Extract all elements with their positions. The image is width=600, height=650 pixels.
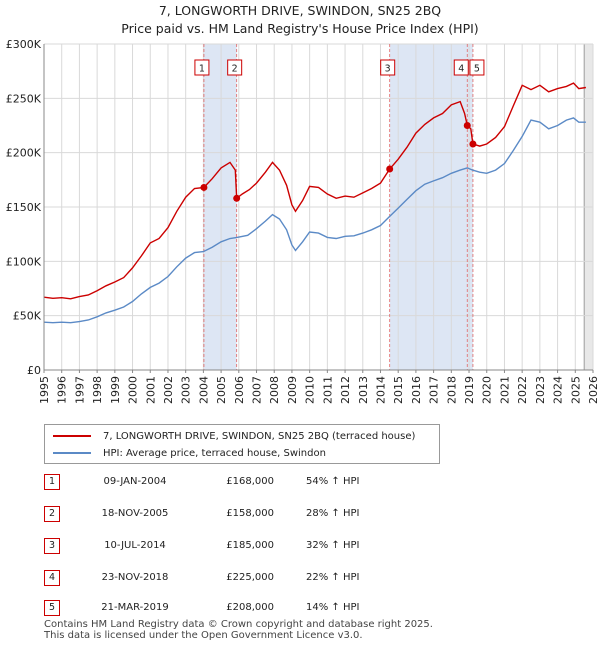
sale-point — [233, 194, 241, 202]
x-tick-label: 2003 — [180, 376, 193, 404]
sale-marker-box — [469, 59, 485, 76]
sale-row: 4 23-NOV-2018 £225,000 22% ↑ HPI — [44, 570, 544, 588]
y-tick-label: £150K — [6, 201, 42, 214]
x-tick-label: 2026 — [587, 376, 600, 404]
y-tick-label: £0 — [27, 364, 41, 377]
sale-hpi-diff: 14% ↑ HPI — [306, 602, 360, 613]
sale-date: 09-JAN-2004 — [103, 476, 167, 487]
sale-marker-label: 3 — [385, 64, 391, 75]
sale-point — [386, 165, 394, 173]
chart-title: 7, LONGWORTH DRIVE, SWINDON, SN25 2BQ — [158, 3, 442, 18]
sale-row: 1 09-JAN-2004 £168,000 54% ↑ HPI — [44, 474, 544, 492]
sale-hpi-diff: 54% ↑ HPI — [306, 476, 360, 487]
legend-label-hpi: HPI: Average price, terraced house, Swin… — [103, 447, 326, 459]
footer: Contains HM Land Registry data © Crown c… — [44, 619, 433, 641]
sale-row: 3 10-JUL-2014 £185,000 32% ↑ HPI — [44, 538, 544, 556]
x-tick-label: 2021 — [498, 376, 511, 404]
legend-line-property — [53, 435, 91, 437]
x-tick-label: 2015 — [392, 376, 405, 404]
sale-number-badge: 3 — [44, 538, 60, 554]
sale-marker-box — [453, 59, 469, 76]
x-tick-label: 1995 — [38, 376, 51, 404]
sale-marker-label: 5 — [474, 64, 480, 75]
sale-point — [469, 140, 477, 148]
sale-price: £185,000 — [226, 540, 274, 551]
x-tick-label: 2022 — [516, 376, 529, 404]
sale-date: 18-NOV-2005 — [101, 508, 169, 519]
sale-point — [463, 122, 471, 129]
sale-marker-label: 1 — [199, 64, 205, 75]
sale-number-badge: 4 — [44, 570, 60, 586]
hpi-line — [43, 117, 586, 324]
chart-subtitle: Price paid vs. HM Land Registry's House … — [121, 21, 479, 36]
sale-marker-box — [194, 59, 210, 76]
x-tick-label: 2012 — [339, 376, 352, 404]
x-tick-label: 2018 — [445, 376, 458, 404]
x-tick-label: 2019 — [463, 376, 476, 404]
property-price-line — [43, 82, 587, 300]
sale-point — [200, 183, 208, 191]
sale-date: 21-MAR-2019 — [101, 602, 169, 613]
sale-price: £208,000 — [226, 602, 274, 613]
sale-marker-label: 4 — [458, 64, 464, 75]
sale-hpi-diff: 28% ↑ HPI — [306, 508, 360, 519]
sale-number-badge: 2 — [44, 506, 60, 522]
x-tick-label: 1996 — [56, 376, 69, 404]
y-tick-label: £100K — [6, 255, 42, 268]
sale-marker-label: 2 — [232, 64, 238, 75]
y-tick-label: £50K — [13, 310, 42, 323]
sale-price: £225,000 — [226, 572, 274, 583]
x-tick-label: 2002 — [162, 376, 175, 404]
x-tick-label: 2009 — [286, 376, 299, 404]
x-tick-label: 2017 — [428, 376, 441, 404]
y-tick-label: £250K — [6, 92, 42, 105]
x-tick-label: 2016 — [410, 376, 423, 404]
sale-hpi-diff: 32% ↑ HPI — [306, 540, 360, 551]
footer-copyright: Contains HM Land Registry data © Crown c… — [44, 619, 433, 630]
x-tick-label: 2020 — [481, 376, 494, 404]
x-tick-label: 2004 — [197, 376, 210, 404]
legend-label-property: 7, LONGWORTH DRIVE, SWINDON, SN25 2BQ (t… — [103, 430, 416, 442]
sale-number-badge: 1 — [44, 474, 60, 490]
sale-row: 2 18-NOV-2005 £158,000 28% ↑ HPI — [44, 506, 544, 524]
sale-price: £158,000 — [226, 508, 274, 519]
legend-line-hpi — [53, 452, 91, 454]
y-tick-label: £300K — [6, 38, 42, 51]
x-tick-label: 2001 — [144, 376, 157, 404]
legend: 7, LONGWORTH DRIVE, SWINDON, SN25 2BQ (t… — [44, 424, 440, 464]
x-tick-label: 1999 — [109, 376, 122, 404]
x-tick-label: 2025 — [569, 376, 582, 404]
x-tick-label: 2010 — [304, 376, 317, 404]
x-tick-label: 2014 — [374, 376, 387, 404]
legend-item-property: 7, LONGWORTH DRIVE, SWINDON, SN25 2BQ (t… — [53, 429, 415, 443]
sale-marker-box — [380, 59, 396, 76]
x-tick-label: 1998 — [91, 376, 104, 404]
x-tick-label: 2024 — [552, 376, 565, 404]
footer-licence: This data is licensed under the Open Gov… — [44, 630, 363, 641]
x-tick-label: 2013 — [357, 376, 370, 404]
sale-price: £168,000 — [226, 476, 274, 487]
x-tick-label: 2007 — [251, 376, 264, 404]
x-tick-label: 2011 — [321, 376, 334, 404]
y-tick-label: £200K — [6, 147, 42, 160]
sale-date: 23-NOV-2018 — [101, 572, 169, 583]
legend-item-hpi: HPI: Average price, terraced house, Swin… — [53, 446, 326, 460]
sale-number-badge: 5 — [44, 600, 60, 616]
sale-date: 10-JUL-2014 — [104, 540, 166, 551]
sale-row: 5 21-MAR-2019 £208,000 14% ↑ HPI — [44, 600, 544, 618]
x-tick-label: 1997 — [73, 376, 86, 404]
x-tick-label: 2008 — [268, 376, 281, 404]
sale-hpi-diff: 22% ↑ HPI — [306, 572, 360, 583]
sale-marker-box — [227, 59, 243, 76]
x-tick-label: 2005 — [215, 376, 228, 404]
x-tick-label: 2000 — [127, 376, 140, 404]
x-tick-label: 2023 — [534, 376, 547, 404]
x-tick-label: 2006 — [233, 376, 246, 404]
